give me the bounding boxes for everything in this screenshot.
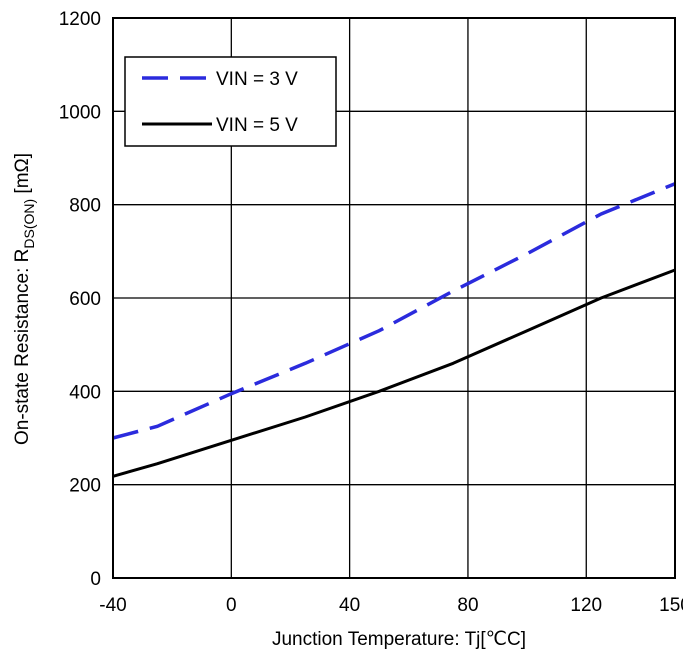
y-axis-title: On-state Resistance: RDS(ON) [mΩ] <box>12 153 37 445</box>
y-tick-label: 800 <box>69 196 101 217</box>
legend-label-vin-3v: VIN = 3 V <box>216 69 298 90</box>
x-tick-label: 80 <box>457 595 478 616</box>
y-tick-label: 400 <box>69 382 101 403</box>
x-tick-label: -40 <box>99 595 126 616</box>
x-tick-label: 150 <box>659 595 683 616</box>
y-axis-title-prefix: On-state Resistance: R <box>12 249 33 445</box>
y-axis-title-subscript: DS(ON) <box>21 199 37 249</box>
y-tick-label: 200 <box>69 476 101 497</box>
x-axis-title: Junction Temperature: Tj[℃C] <box>272 629 526 650</box>
y-tick-label: 1000 <box>59 102 101 123</box>
y-tick-label: 0 <box>90 569 101 590</box>
x-tick-labels: -40 0 40 80 120 150 <box>99 595 683 616</box>
x-tick-label: 120 <box>570 595 602 616</box>
y-axis-title-suffix: [mΩ] <box>12 153 33 199</box>
x-tick-label: 40 <box>339 595 360 616</box>
x-tick-label: 0 <box>226 595 237 616</box>
y-tick-label: 600 <box>69 289 101 310</box>
legend: VIN = 3 V VIN = 5 V <box>124 56 337 147</box>
plot-frame <box>112 17 676 579</box>
series-line-1 <box>112 268 676 478</box>
y-tick-labels: 0 200 400 600 800 1000 1200 <box>59 9 101 590</box>
series-line-0 <box>112 182 676 440</box>
y-tick-label: 1200 <box>59 9 101 30</box>
legend-box <box>124 56 337 147</box>
legend-label-vin-5v: VIN = 5 V <box>216 115 298 136</box>
series-lines <box>112 182 676 478</box>
